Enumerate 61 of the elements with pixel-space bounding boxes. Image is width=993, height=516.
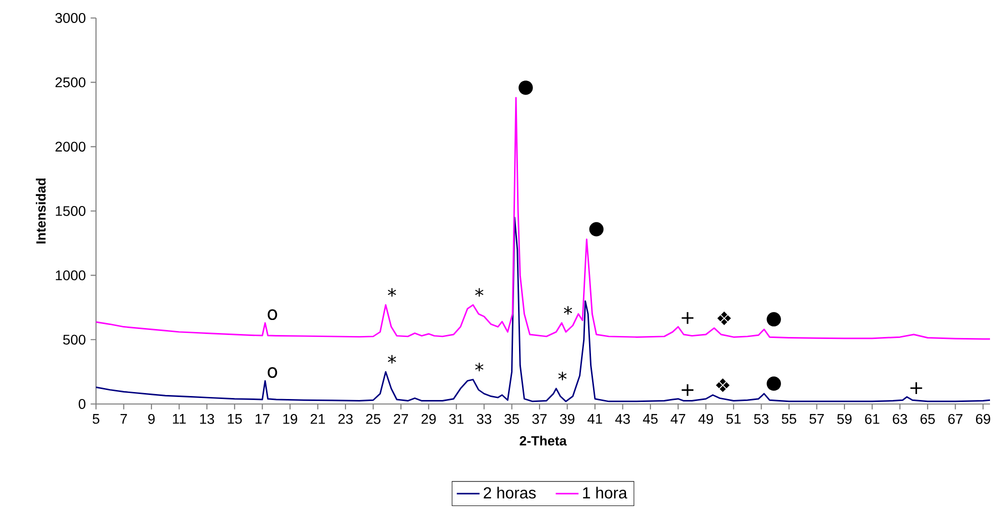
x-tick-label: 7	[120, 414, 127, 424]
y-tick-label: 0	[78, 399, 86, 409]
y-tick-label: 3000	[55, 13, 86, 23]
x-tick-label: 33	[476, 414, 492, 424]
x-tick-label: 49	[698, 414, 713, 424]
x-tick-label: 13	[200, 414, 214, 424]
x-tick-label: 51	[726, 414, 741, 424]
x-tick-label: 23	[338, 414, 353, 424]
legend-label: 1 hora	[583, 486, 628, 499]
x-tick-label: 17	[256, 414, 270, 424]
annotation: ❖	[716, 378, 730, 392]
x-axis-title: 2-Theta	[520, 436, 567, 446]
x-tick-label: 53	[754, 414, 768, 424]
annotation: ●	[766, 312, 781, 326]
x-tick-label: 21	[310, 414, 325, 424]
x-tick-label: 65	[920, 414, 935, 424]
annotation: +	[682, 312, 694, 324]
x-tick-label: 43	[615, 414, 630, 424]
y-axis-title: Intensidad	[36, 178, 46, 244]
y-tick-label: 1000	[56, 270, 86, 280]
y-tick-label: 500	[63, 334, 86, 345]
annotation: ●	[518, 80, 533, 95]
annotation: o	[268, 367, 278, 378]
annotation: *	[558, 372, 567, 380]
annotation: +	[682, 384, 694, 396]
x-tick-label: 27	[394, 414, 408, 424]
annotation: *	[475, 288, 484, 297]
x-tick-label: 35	[504, 414, 520, 424]
x-tick-label: 57	[810, 414, 824, 424]
annotation: +	[910, 382, 922, 394]
x-tick-label: 15	[228, 414, 242, 424]
annotation: *	[475, 362, 484, 372]
x-tick-label: 47	[670, 414, 686, 424]
x-tick-label: 41	[588, 414, 602, 424]
y-tick-label: 2000	[56, 142, 86, 152]
annotation: *	[388, 288, 396, 297]
x-tick-label: 25	[366, 414, 380, 424]
x-tick-label: 59	[837, 414, 852, 424]
y-tick-label: 1500	[56, 206, 86, 216]
x-tick-label: 29	[422, 414, 436, 424]
x-tick-label: 5	[92, 414, 100, 424]
x-tick-label: 39	[560, 414, 574, 424]
x-tick-label: 11	[172, 414, 186, 424]
annotation: o	[268, 309, 278, 320]
x-tick-label: 19	[283, 414, 298, 424]
legend-label: 2 horas	[484, 486, 536, 499]
y-tick-label: 2500	[56, 77, 86, 88]
annotation: ❖	[717, 312, 731, 326]
annotation: *	[388, 355, 396, 364]
annotation: ●	[766, 376, 781, 391]
annotation: *	[564, 306, 572, 315]
x-tick-label: 69	[976, 414, 990, 424]
x-tick-label: 55	[782, 414, 796, 424]
x-tick-label: 61	[865, 414, 880, 424]
annotation: ●	[589, 222, 604, 236]
x-tick-label: 9	[148, 414, 155, 424]
x-tick-label: 31	[449, 414, 464, 424]
x-tick-label: 63	[892, 414, 908, 424]
x-tick-label: 45	[642, 414, 658, 424]
x-tick-label: 37	[532, 414, 547, 424]
x-tick-label: 67	[948, 414, 962, 424]
